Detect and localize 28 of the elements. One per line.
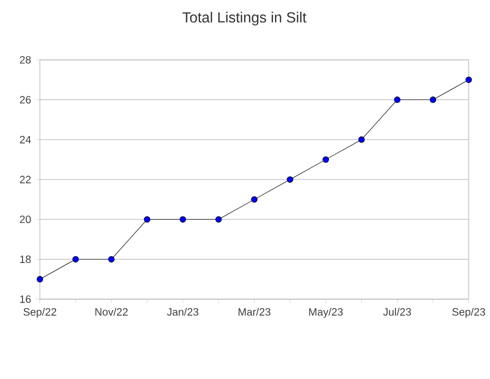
- y-tick-label: 18: [20, 256, 31, 264]
- point: [180, 216, 186, 223]
- x-tick-label: Sep/22: [24, 308, 56, 318]
- x-tick-label: Jul/23: [383, 308, 411, 316]
- y-tick-label: 16: [20, 295, 31, 303]
- point: [251, 196, 258, 203]
- y-tick-label: 22: [20, 176, 31, 184]
- y-tick-label: 28: [20, 56, 31, 64]
- y-tick-label: 24: [20, 136, 31, 144]
- point: [322, 156, 329, 163]
- point: [215, 216, 222, 223]
- y-tick-label: 26: [20, 96, 31, 104]
- x-tick-label: Mar/23: [238, 308, 270, 316]
- point: [72, 256, 79, 262]
- point: [430, 96, 436, 103]
- point: [36, 276, 44, 282]
- y-tick-label: 20: [20, 216, 31, 224]
- point: [144, 216, 150, 223]
- point: [108, 256, 115, 262]
- x-tick-label: May/23: [309, 308, 343, 318]
- chart-title: Total Listings in Silt: [182, 12, 306, 26]
- point: [358, 136, 365, 143]
- point: [394, 96, 400, 103]
- x-tick-label: Jan/23: [167, 308, 198, 316]
- point: [466, 76, 472, 83]
- point: [286, 176, 294, 183]
- x-tick-label: Sep/23: [452, 308, 486, 318]
- x-tick-label: Nov/22: [95, 308, 128, 316]
